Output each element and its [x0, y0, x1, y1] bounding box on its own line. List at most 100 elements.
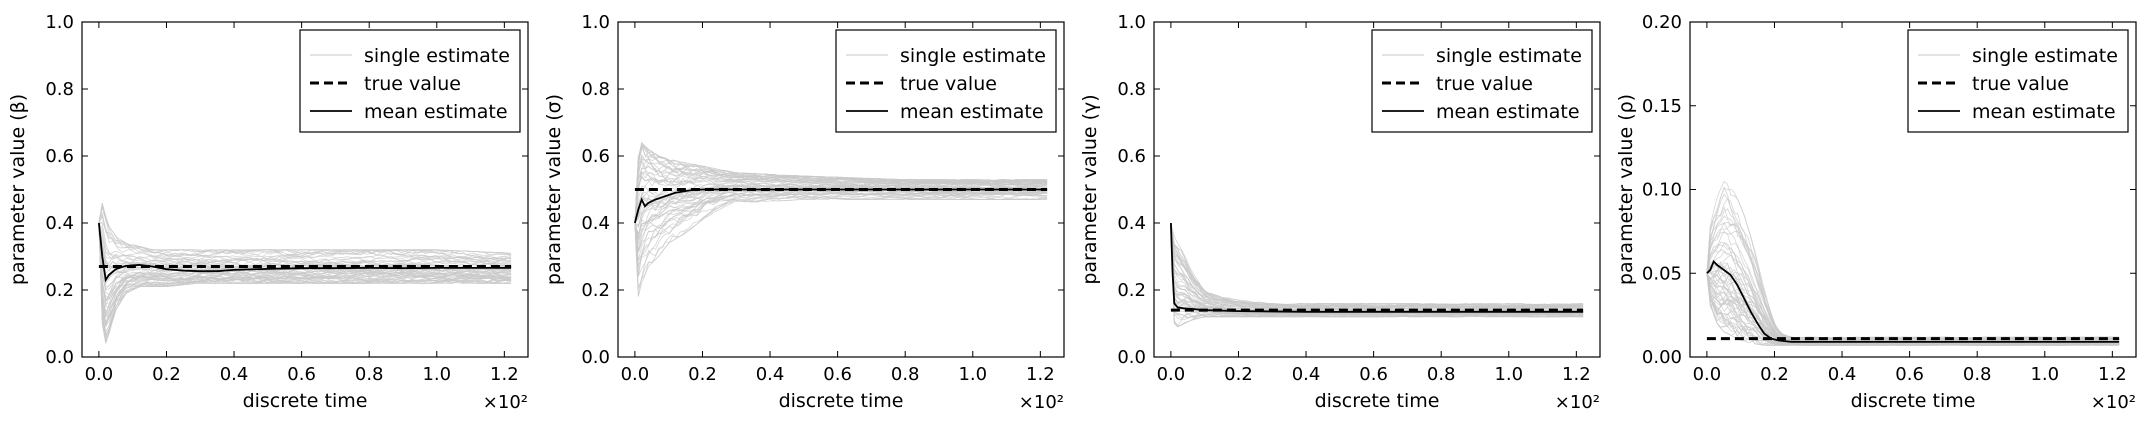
y-tick-label: 0.10 — [1642, 180, 1682, 201]
single-estimate-line — [1170, 222, 1584, 310]
single-estimate-line — [1170, 222, 1584, 309]
x-tick-label: 1.2 — [490, 364, 519, 385]
single-estimate-line — [98, 222, 512, 318]
y-axis-label: parameter value (σ) — [543, 94, 565, 285]
y-tick-label: 0.2 — [45, 280, 74, 301]
x-multiplier-label: ×10² — [483, 392, 528, 413]
legend-box — [835, 29, 1057, 133]
single-estimate-line — [1170, 222, 1584, 308]
x-axis-label: discrete time — [1851, 390, 1976, 412]
single-estimate-line — [1170, 222, 1584, 307]
single-estimate-line — [634, 141, 1048, 224]
single-estimate-line — [1170, 222, 1584, 307]
x-tick-label: 0.6 — [823, 364, 852, 385]
legend: single estimate true value mean estimate — [1371, 29, 1593, 133]
single-estimate-line — [634, 189, 1048, 269]
legend-mean-estimate-label: mean estimate — [1972, 101, 2116, 123]
single-estimate-line — [98, 203, 512, 257]
single-estimate-line — [634, 190, 1048, 251]
x-tick-label: 0.8 — [891, 364, 920, 385]
x-multiplier-label: ×10² — [1555, 392, 1600, 413]
single-estimate-line — [98, 222, 512, 327]
y-tick-label: 0.4 — [581, 213, 610, 234]
x-tick-label: 0.0 — [621, 364, 650, 385]
x-tick-label: 0.4 — [220, 364, 249, 385]
single-estimate-line — [98, 206, 512, 256]
single-estimate-line — [98, 222, 512, 339]
x-tick-label: 0.8 — [1427, 364, 1456, 385]
single-estimate-line — [1170, 222, 1584, 308]
plot-area — [634, 141, 1048, 297]
legend-true-value-label: true value — [364, 73, 461, 95]
single-estimate-line — [98, 207, 512, 261]
x-tick-label: 0.2 — [1760, 364, 1789, 385]
mean-estimate-line — [1170, 222, 1584, 313]
single-estimate-line — [1170, 222, 1584, 311]
legend: single estimate true value mean estimate — [299, 29, 521, 133]
plot-frame — [1153, 21, 1601, 358]
single-estimate-line — [98, 222, 512, 291]
legend-mean-estimate-label: mean estimate — [900, 101, 1044, 123]
x-tick-label: 0.8 — [1963, 364, 1992, 385]
y-tick-label: 0.2 — [581, 280, 610, 301]
y-tick-label: 0.0 — [581, 347, 610, 368]
y-tick-label: 0.6 — [581, 146, 610, 167]
x-tick-label: 1.0 — [422, 364, 451, 385]
y-tick-label: 0.2 — [1117, 280, 1146, 301]
single-estimate-line — [1706, 206, 2120, 341]
single-estimate-line — [1170, 222, 1584, 310]
single-estimate-line — [98, 222, 512, 267]
single-estimate-line — [634, 191, 1048, 266]
x-multiplier-label: ×10² — [1019, 392, 1064, 413]
mean-estimate-line — [634, 188, 1048, 224]
single-estimate-line — [1706, 273, 2120, 346]
y-tick-label: 0.8 — [45, 79, 74, 100]
single-estimate-line — [1706, 273, 2120, 346]
single-estimate-line — [1706, 193, 2120, 339]
y-axis-label: parameter value (β) — [7, 94, 29, 285]
y-tick-label: 0.6 — [1117, 146, 1146, 167]
single-estimate-line — [1170, 222, 1584, 328]
x-tick-label: 0.6 — [1895, 364, 1924, 385]
single-estimate-line — [1170, 222, 1584, 312]
x-multiplier-label: ×10² — [2091, 392, 2136, 413]
single-estimate-line — [98, 222, 512, 270]
single-estimate-line — [634, 193, 1048, 290]
y-tick-label: 0.6 — [45, 146, 74, 167]
y-tick-label: 0.00 — [1642, 347, 1682, 368]
single-estimate-line — [98, 222, 512, 261]
y-axis-label: parameter value (ρ) — [1615, 94, 1637, 285]
legend-true-value-label: true value — [1972, 73, 2069, 95]
y-tick-label: 0.4 — [45, 213, 74, 234]
x-tick-label: 1.2 — [2098, 364, 2127, 385]
single-estimate-line — [98, 215, 512, 259]
single-estimate-line — [1170, 222, 1584, 309]
single-estimate-line — [1170, 222, 1584, 313]
single-estimate-line — [98, 202, 512, 254]
x-tick-label: 0.4 — [756, 364, 785, 385]
y-tick-label: 0.20 — [1642, 12, 1682, 33]
single-estimate-line — [634, 172, 1048, 224]
y-tick-label: 0.0 — [45, 347, 74, 368]
single-estimate-line — [1170, 222, 1584, 307]
single-estimate-line — [1170, 222, 1584, 308]
x-tick-label: 1.2 — [1562, 364, 1591, 385]
plot-frame — [81, 21, 529, 358]
single-estimate-line — [1170, 222, 1584, 316]
x-tick-label: 0.6 — [1359, 364, 1388, 385]
single-estimate-line — [1170, 222, 1584, 308]
x-tick-label: 0.4 — [1828, 364, 1857, 385]
single-estimate-line — [634, 195, 1048, 277]
x-axis-label: discrete time — [779, 390, 904, 412]
legend-box — [299, 29, 521, 133]
y-axis-label: parameter value (γ) — [1079, 94, 1101, 284]
y-tick-label: 0.15 — [1642, 96, 1682, 117]
x-tick-label: 1.0 — [958, 364, 987, 385]
single-estimate-line — [1170, 222, 1584, 308]
y-tick-label: 0.8 — [581, 79, 610, 100]
chart-panel-1: 0.0 0.2 0.4 0.6 0.8 1.0 1.2 0.0 0.2 0.4 0.6 0.8 1.0 d… — [7, 12, 529, 413]
legend-single-estimate-label: single estimate — [900, 45, 1046, 67]
plot-area — [1170, 222, 1584, 328]
y-tick-label: 1.0 — [45, 12, 74, 33]
